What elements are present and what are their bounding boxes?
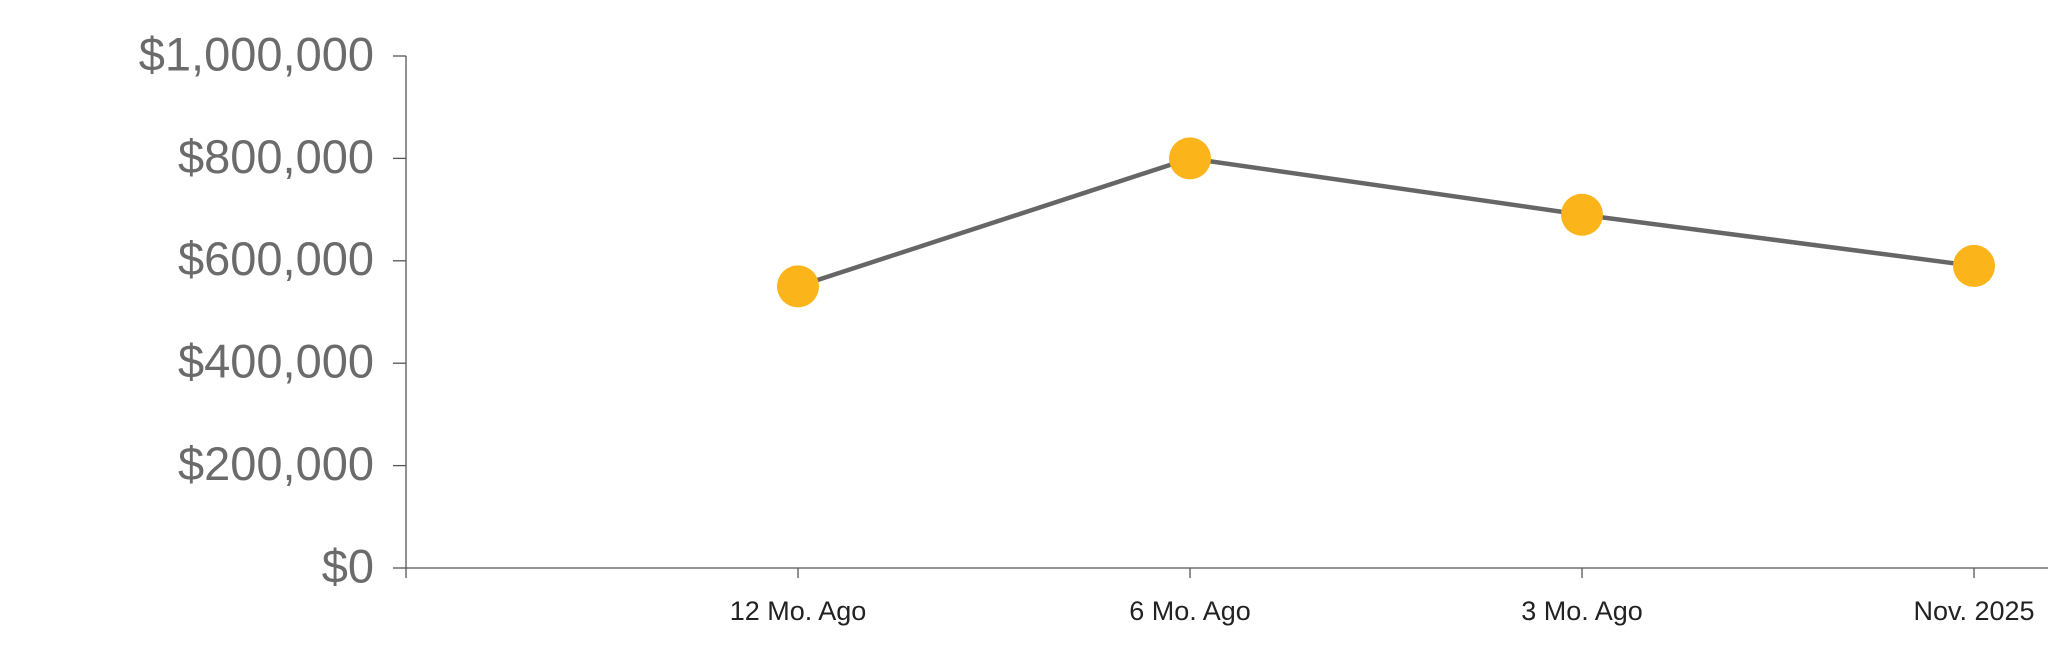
point bbox=[777, 265, 819, 308]
y-tick-label: $400,000 bbox=[178, 335, 374, 388]
x-tick-label: 6 Mo. Ago bbox=[1129, 596, 1251, 626]
x-tick-label: Nov. 2025 bbox=[1913, 596, 2034, 626]
y-tick-label: $0 bbox=[322, 539, 374, 592]
y-tick-label: $600,000 bbox=[178, 232, 374, 285]
line bbox=[797, 156, 1975, 289]
point bbox=[1561, 193, 1603, 236]
y-tick-label: $800,000 bbox=[178, 130, 374, 183]
point bbox=[1953, 244, 1995, 287]
y-tick-label: $200,000 bbox=[178, 437, 374, 490]
x-tick-label: 3 Mo. Ago bbox=[1521, 596, 1643, 626]
y-tick-label: $1,000,000 bbox=[139, 27, 374, 80]
x-tick-label: 12 Mo. Ago bbox=[730, 596, 867, 626]
point bbox=[1169, 137, 1211, 180]
